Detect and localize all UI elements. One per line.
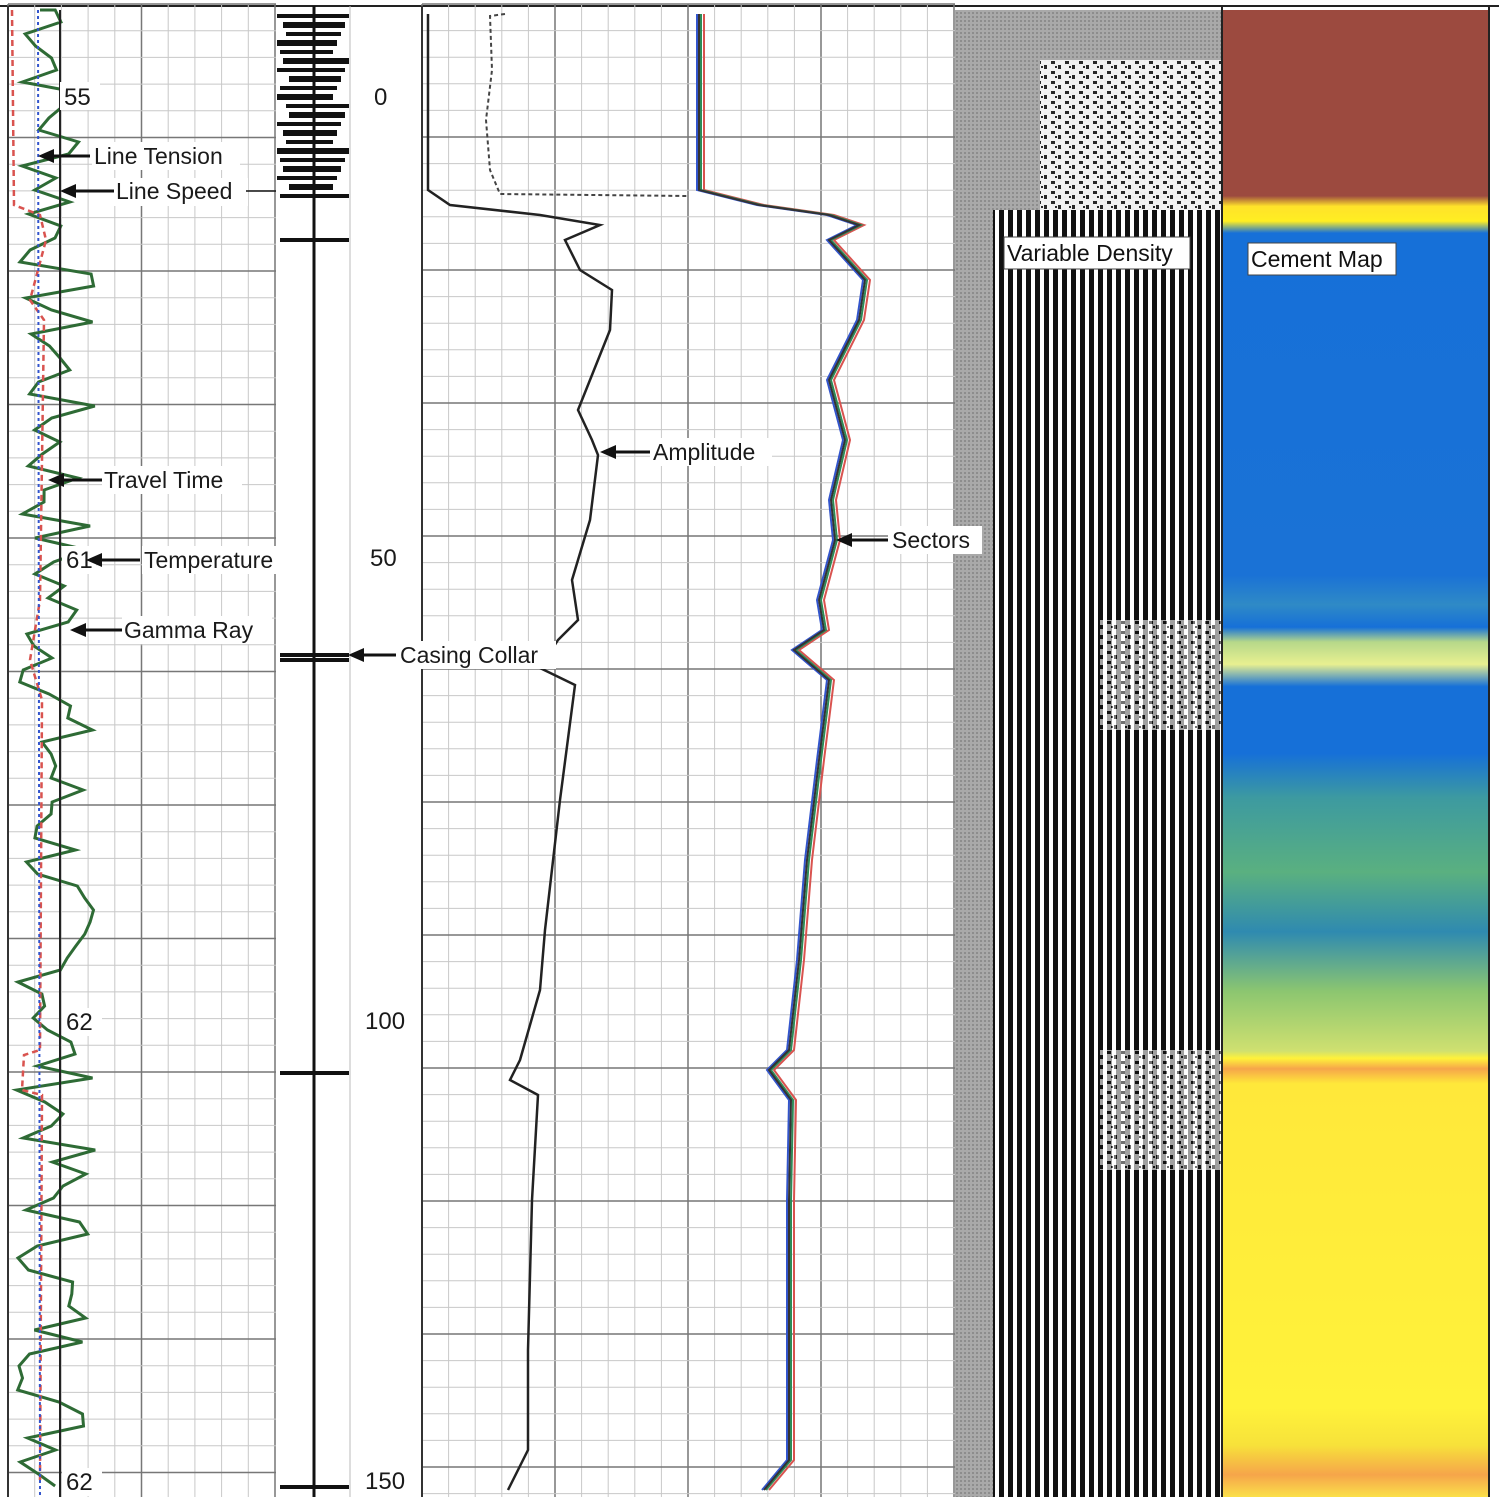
label-line-tension: Line Tension [94,143,223,169]
temperature-curve [10,9,48,1481]
arrow-head [60,184,76,198]
depth-label-62a: 62 [66,1009,93,1036]
depth-label-bg-62b [62,1468,102,1496]
label-bg [398,641,556,669]
arrow-head [48,473,64,487]
label-variable-density: Variable Density [1007,240,1173,266]
arrow-head [348,648,364,662]
label-casing-collar: Casing Collar [400,642,538,668]
label-gamma-ray: Gamma Ray [124,617,254,643]
annotation-gamma-ray: Gamma Ray [70,616,272,644]
annotation-line-speed: Line Speed [60,178,276,206]
amplitude-curve [426,14,614,1491]
depth-label-bg-55 [60,82,100,110]
annotation-amplitude: Amplitude [600,438,772,466]
vdl-gray-band [955,10,1000,1497]
label-bg [92,142,240,170]
annotation-temperature: Temperature [86,546,290,574]
label-bg [142,546,290,574]
variable-density-track [955,6,1223,1497]
label-box [1247,242,1397,276]
label-cement-map: Cement Map [1251,246,1383,272]
travel-time-curve [37,9,41,1497]
label-bg [102,466,242,494]
arrow-head [600,445,616,459]
label-line-speed: Line Speed [116,178,232,204]
annotation-sectors: Sectors [836,526,982,554]
label-bg [114,178,248,206]
cement-map-image [1223,10,1489,1497]
label-amplitude: Amplitude [653,439,755,465]
depth-label-55: 55 [64,84,91,111]
sector-curve-4 [698,14,867,1491]
annotation-travel-time: Travel Time [48,466,242,494]
depth-label-62b: 62 [66,1469,93,1496]
arrow-head [70,623,86,637]
vdl-noise-mid [1100,620,1222,730]
label-bg [650,438,772,466]
amplitude-dashed-curve [484,13,689,197]
scale-label-100: 100 [365,1008,405,1035]
scale-label-0: 0 [374,84,387,111]
vdl-noise-top [1040,60,1222,210]
vdl-stripes [993,210,1222,1497]
label-bg [888,526,982,554]
label-box [1003,236,1191,270]
label-sectors: Sectors [892,527,970,553]
arrow-head [86,553,102,567]
label-box-variable-density: Variable Density [1003,236,1191,270]
scale-label-50: 50 [370,545,397,572]
annotation-line-tension: Line Tension [38,142,240,170]
vdl-noise-low [1100,1050,1222,1170]
casing-collar-track [277,6,349,1497]
amplitude-track-grid [421,3,955,1497]
label-temperature: Temperature [144,547,273,573]
arrow-head [836,533,852,547]
label-travel-time: Travel Time [104,467,223,493]
scale-label-150: 150 [365,1468,405,1495]
sector-curve-1 [703,14,872,1491]
annotation-casing-collar: Casing Collar [348,641,556,669]
depth-label-bg-62a [62,1008,102,1036]
label-box-cement-map: Cement Map [1247,242,1397,276]
label-bg [122,616,272,644]
arrow-head [38,149,54,163]
